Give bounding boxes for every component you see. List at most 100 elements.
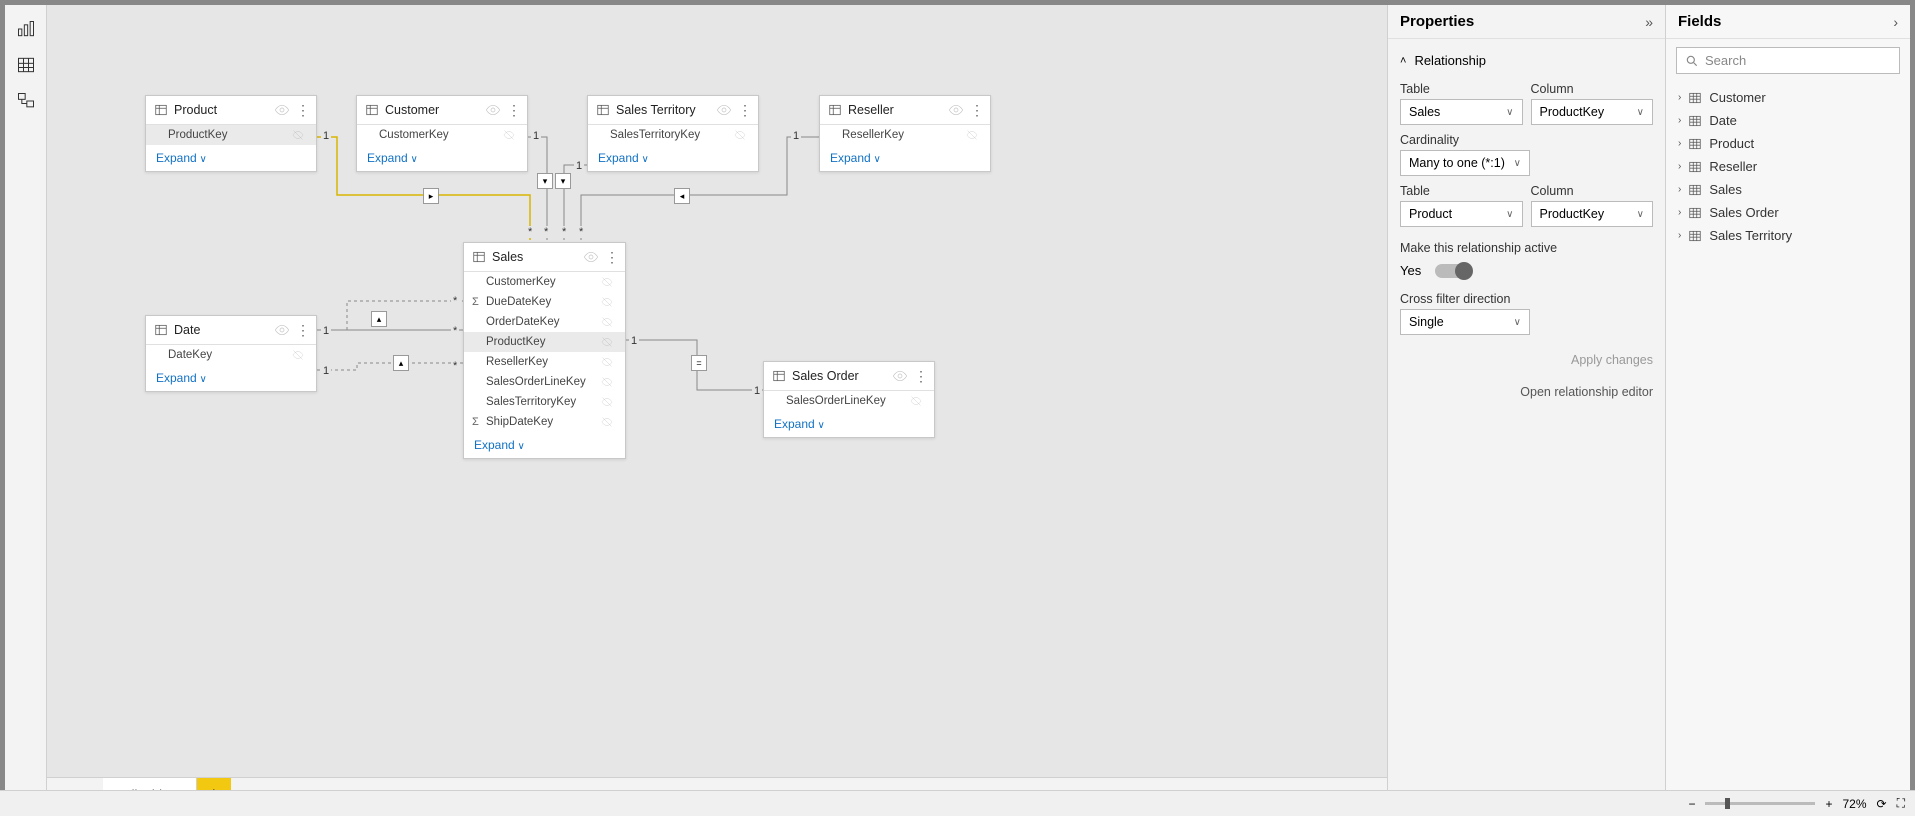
field-table-name: Sales Territory	[1709, 228, 1792, 243]
table-name: Date	[174, 323, 274, 337]
table-field-row[interactable]: SalesOrderLineKey	[764, 391, 934, 411]
table-field-row[interactable]: CustomerKey	[357, 125, 527, 145]
table-header[interactable]: Sales Order⋮	[764, 362, 934, 391]
expand-link[interactable]: Expand	[146, 365, 316, 391]
table-field-row[interactable]: SalesOrderLineKey	[464, 372, 625, 392]
field-table-name: Sales	[1709, 182, 1742, 197]
table-field-row[interactable]: SalesTerritoryKey	[464, 392, 625, 412]
field-table-item[interactable]: ›Sales Order	[1676, 201, 1900, 224]
cardinality-badge: 1	[321, 325, 331, 337]
model-canvas-wrap: Product⋮ProductKeyExpandCustomer⋮Custome…	[47, 5, 1387, 811]
filter-direction-icon: ◂	[674, 188, 690, 204]
filter-direction-icon: ▸	[423, 188, 439, 204]
model-view-button[interactable]	[5, 83, 47, 119]
table-field-row[interactable]: ResellerKey	[820, 125, 990, 145]
cardinality-badge: 1	[791, 130, 801, 142]
table-card-product[interactable]: Product⋮ProductKeyExpand	[145, 95, 317, 172]
column2-label: Column	[1531, 184, 1654, 198]
table-header[interactable]: Reseller⋮	[820, 96, 990, 125]
table-field-row[interactable]: SalesTerritoryKey	[588, 125, 758, 145]
table-menu-icon[interactable]: ⋮	[605, 251, 617, 263]
cardinality-badge: *	[451, 360, 459, 372]
column1-select[interactable]: ProductKey	[1531, 99, 1654, 125]
field-table-item[interactable]: ›Date	[1676, 109, 1900, 132]
filter-direction-icon: ▴	[393, 355, 409, 371]
table-field-row[interactable]: DateKey	[146, 345, 316, 365]
field-table-item[interactable]: ›Customer	[1676, 86, 1900, 109]
table-field-row[interactable]: ΣDueDateKey	[464, 292, 625, 312]
expand-link[interactable]: Expand	[146, 145, 316, 171]
column2-select[interactable]: ProductKey	[1531, 201, 1654, 227]
table-card-reseller[interactable]: Reseller⋮ResellerKeyExpand	[819, 95, 991, 172]
table-card-salesorder[interactable]: Sales Order⋮SalesOrderLineKeyExpand	[763, 361, 935, 438]
report-view-button[interactable]	[5, 11, 47, 47]
expand-link[interactable]: Expand	[464, 432, 625, 458]
apply-changes-link[interactable]: Apply changes	[1400, 353, 1653, 367]
open-editor-link[interactable]: Open relationship editor	[1400, 385, 1653, 399]
cardinality-label: Cardinality	[1400, 133, 1653, 147]
table-card-customer[interactable]: Customer⋮ CustomerKey Expand	[356, 95, 528, 172]
cardinality-select[interactable]: Many to one (*:1)	[1400, 150, 1530, 176]
table-header[interactable]: Date ⋮	[146, 316, 316, 345]
field-table-item[interactable]: ›Product	[1676, 132, 1900, 155]
table-field-row[interactable]: ProductKey	[464, 332, 625, 352]
table-field-row[interactable]: OrderDateKey	[464, 312, 625, 332]
expand-link[interactable]: Expand	[764, 411, 934, 437]
field-name: CustomerKey	[379, 129, 501, 141]
table-header[interactable]: Product⋮	[146, 96, 316, 125]
table-menu-icon[interactable]: ⋮	[914, 370, 926, 382]
table-header[interactable]: Customer⋮	[357, 96, 527, 125]
cardinality-badge: 1	[752, 385, 762, 397]
table-card-date[interactable]: Date ⋮ DateKeyExpand	[145, 315, 317, 392]
view-rail	[5, 5, 47, 811]
field-table-name: Customer	[1709, 90, 1765, 105]
zoom-slider[interactable]	[1705, 802, 1815, 805]
field-table-name: Date	[1709, 113, 1736, 128]
table2-select[interactable]: Product	[1400, 201, 1523, 227]
table-card-sales[interactable]: Sales⋮CustomerKeyΣDueDateKeyOrderDateKey…	[463, 242, 626, 459]
table-field-row[interactable]: ProductKey	[146, 125, 316, 145]
table-card-salesterritory[interactable]: Sales Territory⋮SalesTerritoryKeyExpand	[587, 95, 759, 172]
table-field-row[interactable]: ResellerKey	[464, 352, 625, 372]
model-canvas[interactable]: Product⋮ProductKeyExpandCustomer⋮Custome…	[47, 5, 1387, 777]
field-table-item[interactable]: ›Sales	[1676, 178, 1900, 201]
properties-panel: Properties » ˄Relationship Table Sales C…	[1387, 5, 1665, 811]
active-value: Yes	[1400, 263, 1421, 278]
collapse-properties-icon[interactable]: »	[1645, 14, 1653, 30]
expand-link[interactable]: Expand	[820, 145, 990, 171]
table-field-row[interactable]: ΣShipDateKey	[464, 412, 625, 432]
cardinality-badge: *	[451, 325, 459, 337]
table-menu-icon[interactable]: ⋮	[507, 104, 519, 116]
filter-direction-icon: ▾	[555, 173, 571, 189]
table-menu-icon[interactable]: ⋮	[296, 324, 308, 336]
cardinality-badge: *	[577, 226, 585, 238]
field-name: SalesTerritoryKey	[486, 396, 599, 408]
expand-link[interactable]: Expand	[588, 145, 758, 171]
collapse-fields-icon[interactable]: ›	[1893, 14, 1898, 30]
cardinality-badge: *	[560, 226, 568, 238]
table1-select[interactable]: Sales	[1400, 99, 1523, 125]
zoom-in-button[interactable]: +	[1825, 797, 1832, 811]
active-label: Make this relationship active	[1400, 241, 1653, 255]
column1-label: Column	[1531, 82, 1654, 96]
table-field-row[interactable]: CustomerKey	[464, 272, 625, 292]
fields-search-input[interactable]: Search	[1676, 47, 1900, 74]
expand-link[interactable]: Expand	[357, 145, 527, 171]
field-name: ShipDateKey	[486, 416, 599, 428]
table-menu-icon[interactable]: ⋮	[296, 104, 308, 116]
data-view-button[interactable]	[5, 47, 47, 83]
field-table-item[interactable]: ›Reseller	[1676, 155, 1900, 178]
field-table-item[interactable]: ›Sales Territory	[1676, 224, 1900, 247]
table-header[interactable]: Sales⋮	[464, 243, 625, 272]
zoom-out-button[interactable]: −	[1688, 797, 1695, 811]
table-menu-icon[interactable]: ⋮	[738, 104, 750, 116]
crossfilter-select[interactable]: Single	[1400, 309, 1530, 335]
table2-label: Table	[1400, 184, 1523, 198]
active-toggle[interactable]	[1435, 264, 1471, 278]
fullscreen-icon[interactable]: ⛶	[1897, 796, 1905, 811]
table-menu-icon[interactable]: ⋮	[970, 104, 982, 116]
table-header[interactable]: Sales Territory⋮	[588, 96, 758, 125]
relationship-section-toggle[interactable]: ˄Relationship	[1400, 47, 1653, 74]
filter-direction-icon: ▾	[537, 173, 553, 189]
fit-to-page-icon[interactable]: ⟳	[1877, 797, 1887, 811]
